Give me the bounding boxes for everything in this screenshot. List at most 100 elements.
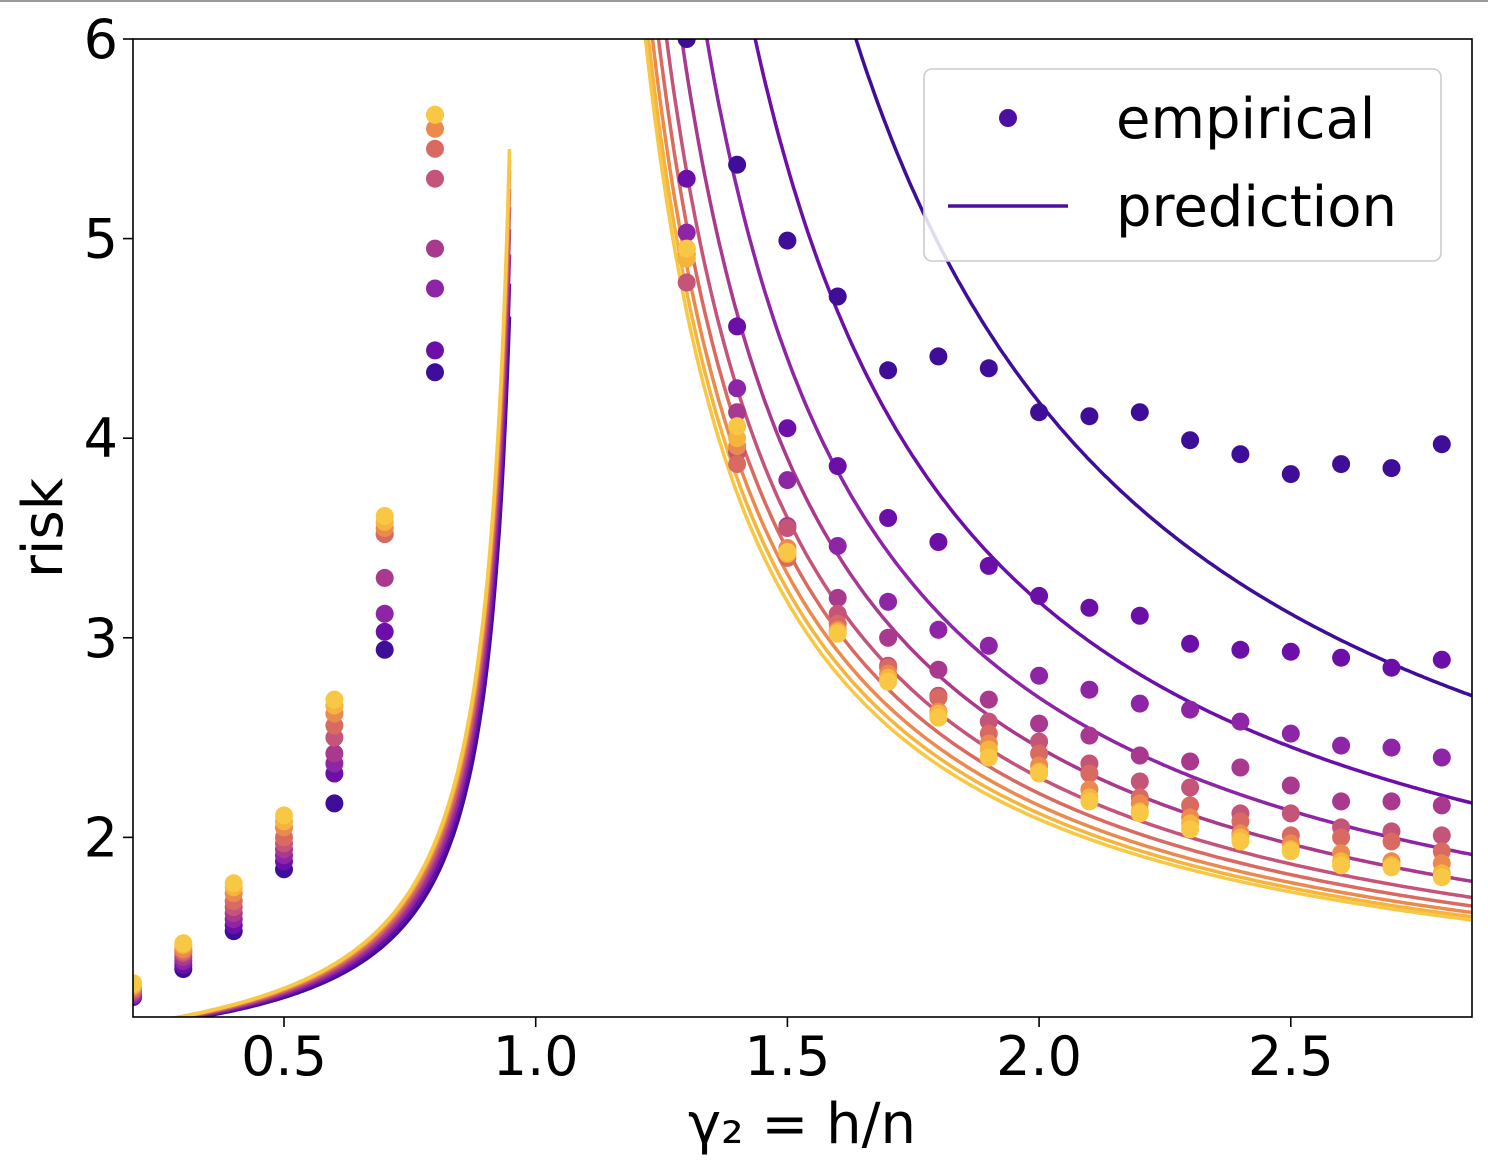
empirical-point: [1181, 820, 1200, 839]
empirical-point: [426, 169, 444, 188]
empirical-point: [1432, 435, 1451, 454]
empirical-point: [1080, 764, 1099, 783]
empirical-point: [1382, 858, 1401, 877]
x-tick-label: 1.5: [744, 1025, 830, 1088]
empirical-point: [426, 139, 444, 158]
empirical-point: [1231, 640, 1250, 659]
empirical-point: [1080, 726, 1099, 745]
prediction-line-right-7: [646, 39, 1472, 919]
empirical-point: [929, 660, 948, 679]
empirical-point: [778, 471, 797, 490]
prediction-lines: [169, 39, 1472, 1017]
empirical-point: [1432, 748, 1451, 767]
empirical-point: [778, 231, 797, 250]
empirical-point: [1432, 868, 1451, 887]
empirical-point: [1382, 658, 1401, 677]
x-tick-label: 2.5: [1248, 1025, 1334, 1088]
legend-empirical-marker: [999, 109, 1017, 127]
y-tick-label: 3: [84, 607, 118, 670]
prediction-line-right-4: [664, 39, 1472, 900]
empirical-point: [426, 119, 444, 138]
empirical-point: [1080, 598, 1099, 617]
empirical-point: [1281, 804, 1300, 823]
empirical-point: [1281, 642, 1300, 661]
prediction-line-right-0: [854, 39, 1472, 698]
empirical-point: [325, 744, 344, 763]
empirical-point: [1382, 832, 1401, 851]
empirical-point: [728, 155, 747, 174]
empirical-point: [979, 556, 998, 575]
empirical-point: [1130, 403, 1149, 422]
empirical-point: [375, 640, 394, 659]
empirical-point: [1030, 403, 1049, 422]
y-tick-label: 4: [84, 407, 118, 470]
prediction-line-left-2: [182, 254, 512, 1017]
empirical-point: [929, 533, 948, 551]
empirical-point: [879, 672, 898, 691]
empirical-point: [1281, 776, 1300, 795]
y-tick-label: 5: [84, 208, 118, 271]
prediction-line-right-5: [656, 39, 1472, 908]
empirical-point: [677, 239, 696, 258]
empirical-point: [1281, 724, 1300, 743]
empirical-point: [1130, 606, 1149, 625]
empirical-point: [1130, 694, 1149, 713]
empirical-point: [778, 419, 797, 438]
empirical-point: [174, 934, 193, 953]
empirical-point: [828, 457, 847, 476]
empirical-point: [1181, 752, 1200, 771]
empirical-point: [879, 361, 898, 380]
empirical-point: [1231, 712, 1250, 731]
empirical-point: [375, 622, 394, 641]
empirical-point: [1382, 459, 1401, 478]
empirical-point: [828, 537, 847, 555]
empirical-point: [1231, 445, 1250, 464]
empirical-point: [1332, 828, 1351, 847]
empirical-point: [1130, 772, 1149, 791]
empirical-point: [1181, 634, 1200, 653]
empirical-point: [1332, 792, 1351, 811]
prediction-line-left-4: [176, 207, 512, 1017]
y-tick-label: 6: [84, 8, 118, 71]
empirical-point: [426, 105, 444, 124]
prediction-line-right-1: [753, 39, 1472, 805]
empirical-point: [1030, 714, 1049, 733]
prediction-line-left-3: [178, 229, 512, 1017]
prediction-line-left-5: [173, 189, 512, 1017]
empirical-point: [728, 379, 747, 398]
empirical-point: [1332, 856, 1351, 875]
empirical-point: [1181, 700, 1200, 719]
empirical-point: [1130, 804, 1149, 823]
empirical-point: [979, 748, 998, 767]
empirical-point: [133, 974, 142, 993]
prediction-line-left-7: [170, 159, 512, 1017]
prediction-line-right-6: [650, 39, 1472, 915]
empirical-point: [929, 620, 948, 639]
x-tick-label: 2.0: [996, 1025, 1082, 1088]
empirical-point: [426, 279, 444, 298]
empirical-point: [1181, 778, 1200, 797]
x-axis-label: γ₂ = h/n: [688, 1092, 916, 1157]
empirical-point: [1030, 586, 1049, 605]
legend-box: [923, 68, 1442, 262]
x-tick-label: 0.5: [241, 1025, 327, 1088]
empirical-point: [828, 624, 847, 643]
legend-empirical-label: empirical: [1116, 87, 1375, 152]
empirical-point: [929, 708, 948, 727]
empirical-point: [1030, 666, 1049, 685]
empirical-point: [1030, 764, 1049, 783]
empirical-point: [677, 169, 696, 188]
empirical-point: [1181, 431, 1200, 450]
empirical-point: [778, 519, 797, 537]
empirical-point: [929, 688, 948, 707]
empirical-point: [778, 543, 797, 561]
empirical-point: [275, 806, 293, 825]
empirical-point: [375, 568, 394, 587]
empirical-point: [979, 636, 998, 655]
x-tick-label: 1.0: [493, 1025, 579, 1088]
empirical-points: [133, 39, 1451, 1006]
prediction-line-right-8: [643, 39, 1472, 922]
empirical-point: [828, 287, 847, 306]
empirical-point: [728, 403, 747, 422]
y-tick-label: 2: [84, 806, 118, 869]
